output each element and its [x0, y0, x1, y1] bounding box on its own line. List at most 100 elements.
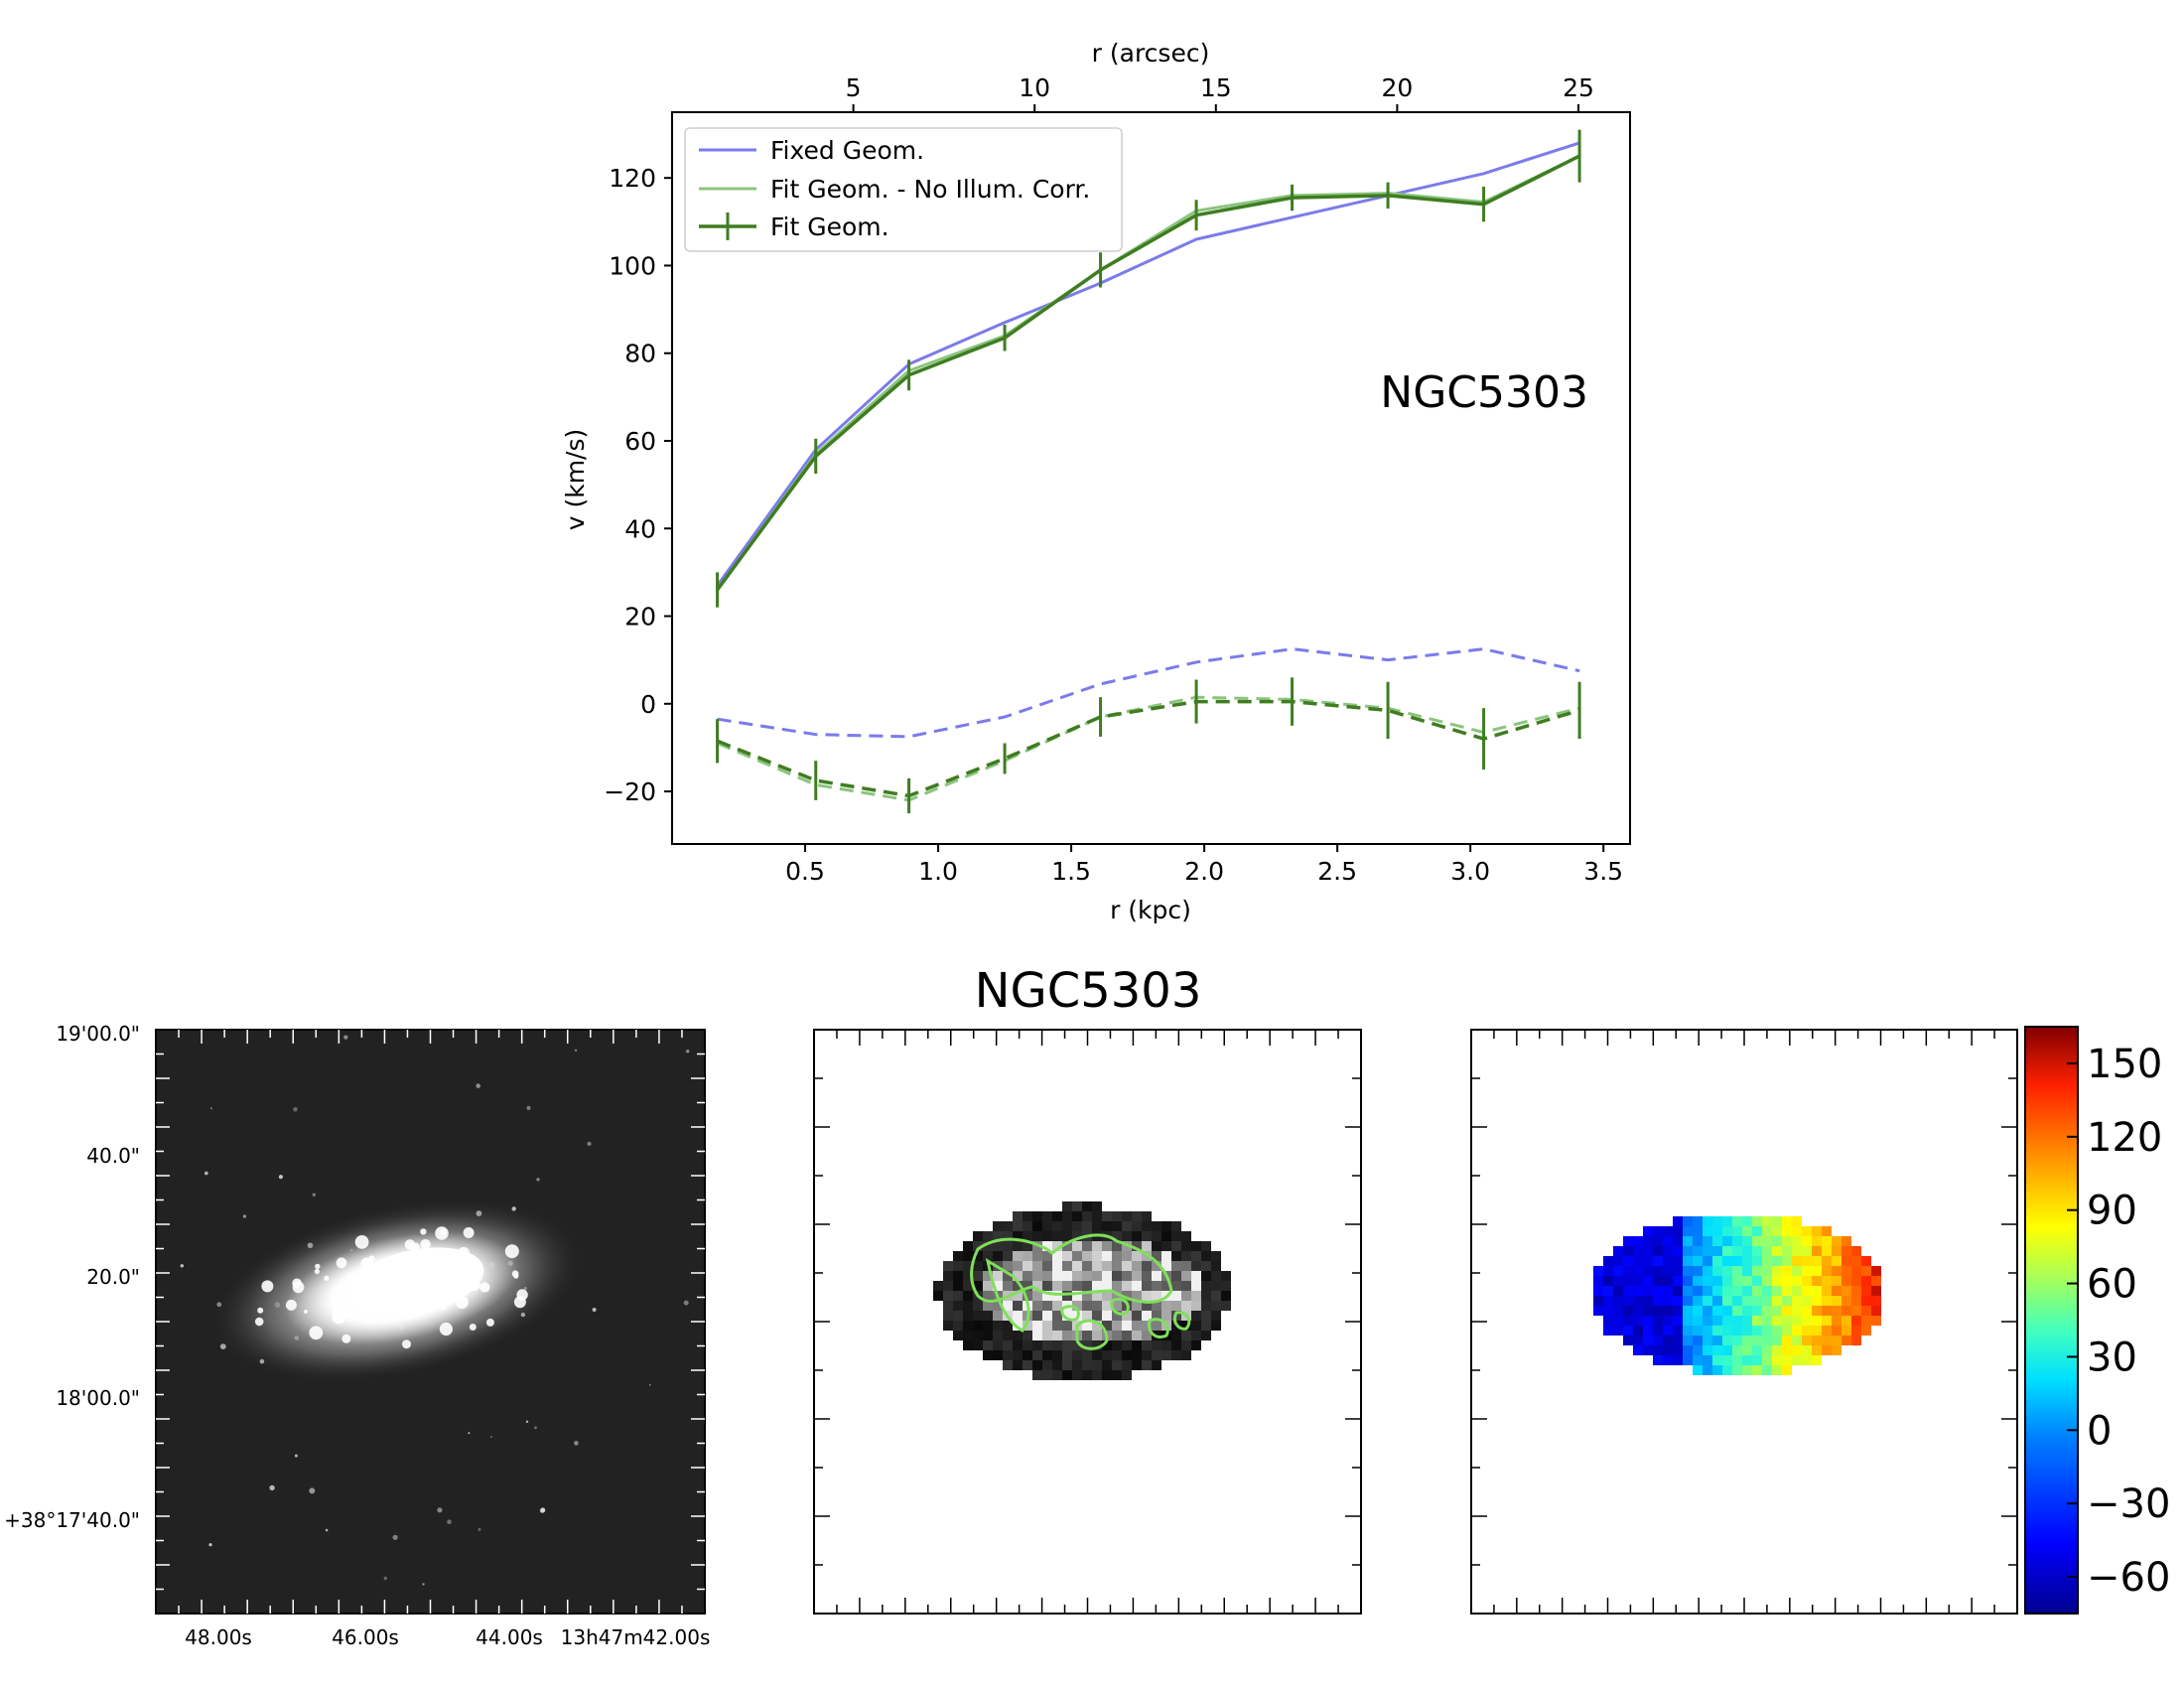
velocity-pixel [1653, 1246, 1663, 1256]
velocity-pixel [1643, 1326, 1653, 1336]
velocity-pixel [1752, 1256, 1762, 1266]
velocity-pixel [1613, 1316, 1623, 1326]
flux-pixel [1181, 1261, 1191, 1271]
flux-pixel [1171, 1340, 1181, 1350]
flux-pixel [1072, 1231, 1082, 1241]
hii-knot [485, 1318, 494, 1327]
flux-pixel [1152, 1251, 1161, 1261]
velocity-pixel [1861, 1306, 1871, 1316]
velocity-pixel [1782, 1236, 1792, 1246]
velocity-pixel [1703, 1355, 1712, 1365]
velocity-pixel [1752, 1306, 1762, 1316]
velocity-pixel [1683, 1306, 1693, 1316]
flux-pixel [1072, 1340, 1082, 1350]
background-star [392, 1534, 398, 1540]
top-axis-ticks: 5 10 15 20 25 [846, 73, 1594, 112]
velocity-pixel [1722, 1256, 1732, 1266]
flux-pixel [1042, 1331, 1052, 1340]
flux-pixel [943, 1281, 953, 1291]
flux-pixel [1062, 1340, 1072, 1350]
flux-pixel [1122, 1281, 1132, 1291]
background-star [478, 1527, 481, 1531]
velocity-pixel [1842, 1306, 1851, 1316]
colorbar-tick-label: 0 [2087, 1408, 2112, 1454]
flux-pixel [1092, 1281, 1102, 1291]
flux-pixel [993, 1281, 1003, 1291]
velocity-pixel [1842, 1336, 1851, 1345]
velocity-pixel [1663, 1355, 1673, 1365]
background-star [490, 1436, 492, 1438]
flux-pixel [1092, 1360, 1102, 1370]
flux-pixel [1082, 1221, 1092, 1231]
flux-pixel [1052, 1331, 1062, 1340]
velocity-pixel [1683, 1276, 1693, 1286]
flux-pixel [1072, 1211, 1082, 1221]
velocity-pixel [1673, 1326, 1683, 1336]
flux-pixel [1052, 1241, 1062, 1251]
flux-pixel [1072, 1370, 1082, 1380]
velocity-pixel [1812, 1345, 1822, 1355]
flux-pixel [1142, 1311, 1152, 1321]
hii-knot [336, 1257, 347, 1269]
hii-knot [469, 1324, 477, 1331]
flux-pixel [1042, 1261, 1052, 1271]
flux-pixel [1171, 1271, 1181, 1281]
flux-pixel [1112, 1231, 1122, 1241]
velocity-pixel [1822, 1256, 1832, 1266]
flux-pixel [1092, 1271, 1102, 1281]
flux-pixel [1062, 1370, 1072, 1380]
hii-knot [341, 1334, 351, 1343]
flux-pixel [1191, 1291, 1201, 1301]
velocity-pixel [1851, 1306, 1861, 1316]
velocity-pixel [1712, 1326, 1722, 1336]
flux-pixel [1023, 1331, 1032, 1340]
velocity-pixel [1593, 1286, 1603, 1296]
dec-tick-label: 40.0" [86, 1144, 140, 1168]
flux-pixel [993, 1271, 1003, 1281]
series-line-2 [716, 154, 1580, 592]
flux-pixel [993, 1221, 1003, 1231]
velocity-pixel [1832, 1266, 1842, 1276]
velocity-pixel [1842, 1236, 1851, 1246]
velocity-pixel [1752, 1336, 1762, 1345]
flux-pixel [1122, 1251, 1132, 1261]
flux-pixel [1102, 1211, 1112, 1221]
velocity-pixel [1762, 1246, 1772, 1256]
velocity-pixel [1633, 1296, 1643, 1306]
velocity-pixel [1643, 1345, 1653, 1355]
velocity-pixel [1742, 1326, 1752, 1336]
background-star [293, 1107, 298, 1112]
velocity-pixel [1851, 1256, 1861, 1266]
flux-pixel [1023, 1321, 1032, 1331]
velocity-pixel [1762, 1266, 1772, 1276]
flux-pixel [1023, 1231, 1032, 1241]
velocity-pixel [1732, 1226, 1742, 1236]
flux-pixel [1181, 1331, 1191, 1340]
velocity-pixel [1782, 1306, 1792, 1316]
velocity-pixel [1772, 1326, 1782, 1336]
background-star [683, 1300, 689, 1306]
velocity-pixel [1603, 1306, 1613, 1316]
x-tick-label: 3.5 [1583, 857, 1623, 886]
velocity-pixel [1703, 1326, 1712, 1336]
velocity-pixel [1762, 1286, 1772, 1296]
flux-pixel [983, 1271, 993, 1281]
hii-knot [257, 1307, 264, 1314]
velocity-pixel [1762, 1296, 1772, 1306]
flux-pixel [1052, 1281, 1062, 1291]
flux-pixel [1042, 1231, 1052, 1241]
velocity-pixel [1762, 1355, 1772, 1365]
flux-pixel [1082, 1261, 1092, 1271]
hii-knot [504, 1244, 519, 1259]
flux-pixel [1142, 1350, 1152, 1360]
flux-pixel [953, 1291, 963, 1301]
flux-pixel [1013, 1231, 1023, 1241]
colorbar-tick-label: 90 [2087, 1189, 2137, 1234]
flux-pixel [1122, 1271, 1132, 1281]
colorbar-tick-label: −30 [2087, 1481, 2170, 1527]
flux-pixel [963, 1301, 973, 1311]
flux-pixel [1092, 1301, 1102, 1311]
velocity-pixel [1613, 1256, 1623, 1266]
flux-pixel [1082, 1201, 1092, 1211]
x-axis-ticks: 0.5 1.0 1.5 2.0 2.5 3.0 3.5 [785, 844, 1623, 886]
